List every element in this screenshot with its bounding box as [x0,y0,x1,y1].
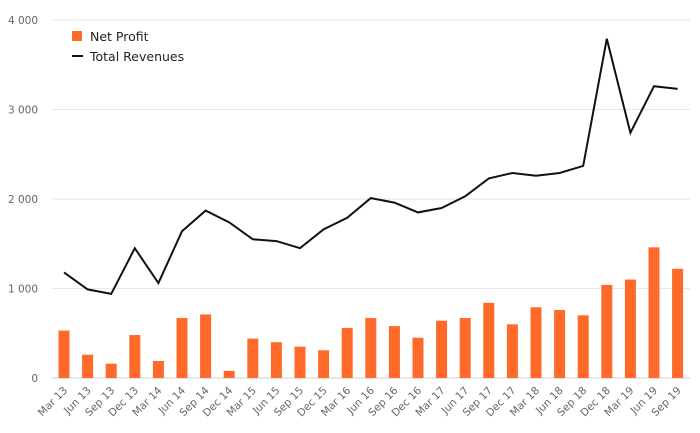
bar-net-profit [412,337,424,378]
legend-item-total-revenues[interactable]: Total Revenues [72,46,184,66]
bar-net-profit [483,302,495,378]
bar-net-profit [247,338,259,378]
y-tick-label: 3 000 [8,105,38,117]
bar-net-profit [577,315,589,378]
total-revenues-line-group [63,38,678,296]
bar-net-profit [270,342,282,378]
bar-net-profit [129,335,141,378]
bar-net-profit [152,360,164,378]
bar-net-profit [388,326,400,378]
line-total-revenues [63,38,678,296]
legend: Net Profit Total Revenues [72,26,184,66]
x-tick-label: Mar 13 [36,385,70,419]
bar-net-profit [294,346,306,378]
legend-item-net-profit[interactable]: Net Profit [72,26,184,46]
y-tick-label: 0 [31,373,38,385]
y-tick-label: 2 000 [8,194,38,206]
y-tick-label: 4 000 [8,15,38,27]
bar-net-profit [82,354,94,378]
bar-net-profit [672,268,684,378]
legend-swatch-net-profit [72,31,82,41]
bar-net-profit [365,318,377,378]
bar-net-profit [223,370,235,378]
bar-net-profit [318,350,330,378]
legend-label-total-revenues: Total Revenues [90,48,185,64]
bar-net-profit [601,284,613,378]
net-profit-bars [58,247,684,378]
bar-net-profit [176,318,188,378]
bar-net-profit [648,247,660,378]
bar-net-profit [58,330,70,378]
y-tick-label: 1 000 [8,284,38,296]
bar-net-profit [459,318,471,378]
bar-net-profit [506,324,518,378]
bar-net-profit [105,363,117,378]
bar-net-profit [624,279,636,378]
y-axis-ticks: 0 1 000 2 000 3 000 4 000 [8,15,38,385]
bar-net-profit [200,314,212,378]
bar-net-profit [341,327,353,378]
legend-swatch-total-revenues [72,55,83,57]
bar-net-profit [554,309,566,378]
legend-label-net-profit: Net Profit [90,28,149,44]
bar-net-profit [530,307,542,378]
bar-net-profit [436,320,448,378]
